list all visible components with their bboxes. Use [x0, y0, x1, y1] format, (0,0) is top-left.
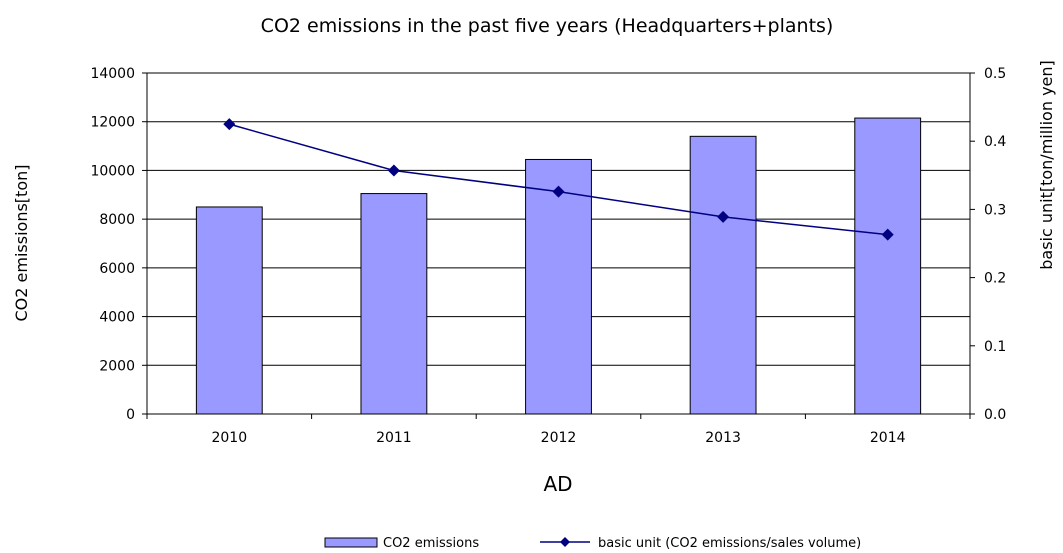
- y2-tick-label: 0.4: [984, 134, 1006, 150]
- y-tick-label: 8000: [99, 212, 135, 228]
- basic-unit-point-2013: [717, 210, 730, 223]
- x-tick-label: 2011: [376, 430, 412, 446]
- y2-tick-label: 0.0: [984, 407, 1006, 423]
- line-series: [223, 118, 894, 241]
- bar-2014: [854, 117, 922, 415]
- y-tick-label: 2000: [99, 358, 135, 374]
- basic-unit-point-2014: [881, 228, 894, 241]
- bar-2011: [360, 193, 428, 415]
- x-tick-label: 2010: [211, 430, 247, 446]
- y-tick-label: 4000: [99, 310, 135, 326]
- x-axis-title: AD: [543, 472, 572, 496]
- y-tick-label: 6000: [99, 261, 135, 277]
- legend-swatch-bar: [324, 537, 378, 548]
- legend-label-basic-unit: basic unit (CO2 emissions/sales volume): [598, 536, 861, 551]
- y-tick-label: 12000: [90, 115, 135, 131]
- basic-unit-point-2010: [223, 118, 236, 131]
- y2-axis-title: basic unit[ton/million yen]: [1037, 60, 1056, 270]
- y2-tick-label: 0.5: [984, 66, 1006, 82]
- bar-series: [195, 117, 922, 415]
- basic-unit-point-2012: [552, 185, 565, 198]
- y-tick-label: 0: [126, 407, 135, 423]
- y2-tick-label: 0.1: [984, 339, 1006, 355]
- x-tick-label: 2012: [541, 430, 577, 446]
- y-axis-title: CO2 emissions[ton]: [12, 165, 31, 322]
- x-tick-label: 2014: [870, 430, 906, 446]
- legend-swatch-marker: [560, 537, 570, 547]
- plot-frame: [146, 72, 971, 415]
- y2-tick-label: 0.2: [984, 271, 1006, 287]
- chart-title: CO2 emissions in the past five years (He…: [261, 15, 834, 37]
- bar-2013: [689, 135, 757, 415]
- bar-2010: [195, 206, 263, 415]
- y-tick-label: 10000: [90, 163, 135, 179]
- x-tick-label: 2013: [705, 430, 741, 446]
- axis-ticks: 0 2000 4000 6000 8000 10000 12000 14000 0.0 0.1 0.…: [90, 66, 1006, 446]
- basic-unit-point-2011: [387, 164, 400, 177]
- legend: CO2 emissions basic unit (CO2 emissions/…: [324, 536, 861, 551]
- legend-label-co2-emissions: CO2 emissions: [383, 536, 479, 551]
- y-tick-label: 14000: [90, 66, 135, 82]
- y2-tick-label: 0.3: [984, 202, 1006, 218]
